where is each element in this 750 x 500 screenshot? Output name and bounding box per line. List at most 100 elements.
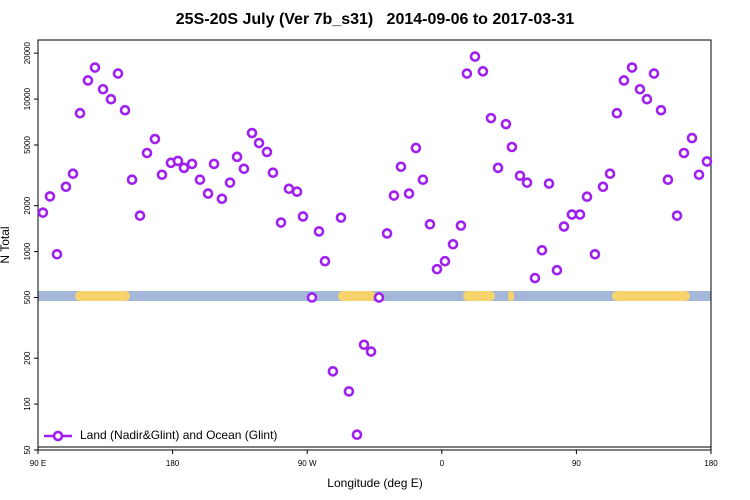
point [514, 170, 526, 182]
point [395, 161, 407, 173]
point [261, 146, 273, 158]
point [67, 168, 79, 180]
point [238, 163, 250, 175]
point [306, 292, 318, 303]
point [611, 107, 623, 119]
point [186, 158, 198, 170]
x-tick-label: 90 [572, 459, 581, 468]
point [597, 181, 609, 193]
point [82, 75, 94, 86]
point [439, 255, 451, 267]
point [291, 186, 303, 197]
y-tick-label: 200 [23, 351, 32, 365]
point [417, 174, 429, 186]
point [662, 174, 674, 186]
point [447, 238, 459, 250]
point [477, 66, 489, 77]
point [634, 83, 646, 95]
point [589, 248, 601, 260]
x-tick-label: 90 E [30, 459, 46, 468]
point [671, 210, 683, 221]
point [216, 193, 228, 205]
point [455, 220, 467, 231]
point [51, 248, 63, 260]
point [485, 112, 497, 124]
y-axis-label: N Total [0, 226, 12, 263]
y-tick-label: 5000 [23, 136, 32, 154]
point [178, 162, 190, 174]
point [461, 68, 473, 79]
point [551, 264, 563, 276]
point [529, 272, 541, 284]
y-tick-label: 50 [23, 445, 32, 454]
y-tick-label: 10000 [23, 87, 32, 110]
point [172, 155, 184, 167]
y-tick-label: 500 [23, 290, 32, 304]
point [112, 68, 124, 79]
point [492, 162, 504, 174]
point [44, 191, 56, 202]
point [381, 228, 393, 239]
land-band [612, 291, 690, 301]
point [403, 188, 415, 199]
point [297, 211, 309, 222]
land-band [338, 291, 376, 301]
point [327, 366, 339, 377]
point [693, 169, 705, 181]
x-tick-label: 0 [440, 459, 445, 468]
point [105, 93, 117, 105]
point [60, 181, 72, 193]
point [648, 68, 660, 79]
y-tick-label: 2000 [23, 196, 32, 214]
point [275, 217, 287, 228]
legend-marker [52, 430, 64, 442]
land-band [75, 291, 130, 301]
point [149, 133, 161, 145]
point [604, 168, 616, 180]
point [678, 147, 690, 159]
point [335, 212, 347, 223]
point [253, 137, 265, 149]
point [37, 207, 49, 218]
point [536, 244, 548, 256]
point [506, 141, 518, 153]
point [126, 174, 138, 186]
point [641, 93, 653, 105]
point [388, 190, 400, 201]
point [97, 83, 109, 95]
point [365, 346, 377, 357]
point [194, 174, 206, 186]
land-band [463, 291, 495, 301]
point [74, 107, 86, 119]
point [558, 221, 570, 232]
y-tick-label: 20000 [23, 41, 32, 64]
point [469, 51, 481, 62]
y-tick-label: 100 [23, 397, 32, 411]
point [424, 218, 436, 230]
point [618, 75, 630, 86]
point [141, 147, 153, 159]
point [224, 177, 236, 188]
point [246, 127, 258, 139]
y-tick-label: 1000 [23, 242, 32, 260]
point [319, 255, 331, 267]
point [89, 62, 101, 73]
point [119, 104, 131, 116]
point [410, 142, 422, 154]
point [231, 151, 243, 163]
point [581, 191, 593, 203]
land-band [508, 291, 514, 301]
point [686, 132, 698, 144]
x-tick-label: 180 [704, 459, 718, 468]
point [500, 118, 512, 130]
series [37, 51, 713, 440]
legend-label: Land (Nadir&Glint) and Ocean (Glint) [80, 428, 277, 442]
point [343, 386, 355, 397]
point [574, 209, 586, 220]
x-tick-label: 90 W [298, 459, 317, 468]
point [431, 263, 443, 275]
point [358, 339, 370, 351]
point [543, 178, 555, 189]
point [626, 62, 638, 73]
